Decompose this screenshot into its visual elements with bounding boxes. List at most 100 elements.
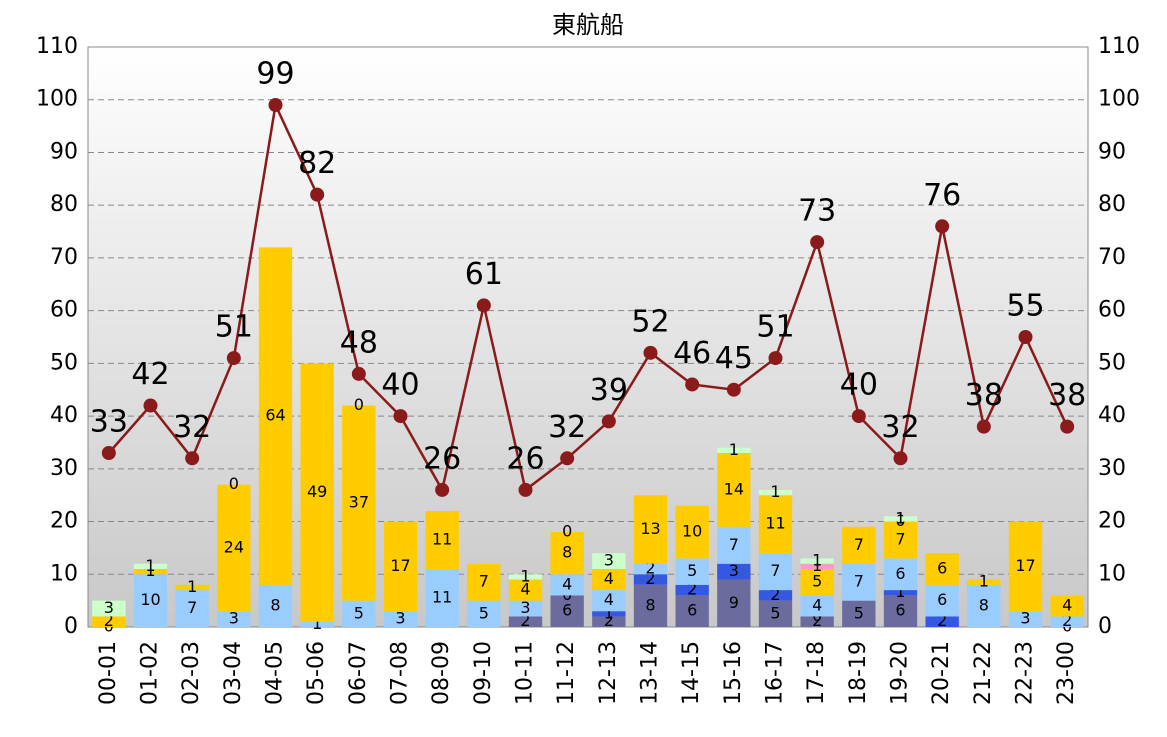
bar-value-label: 6 xyxy=(895,564,905,583)
line-value-label: 38 xyxy=(1048,378,1086,413)
y-tick-label: 70 xyxy=(50,245,78,270)
x-tick-label: 17-18 xyxy=(804,641,829,705)
bar-value-label: 7 xyxy=(187,598,197,617)
bar-value-label: 1 xyxy=(145,556,155,575)
line-point xyxy=(768,351,783,366)
bar-segment xyxy=(925,616,959,627)
line-point xyxy=(226,351,241,366)
bar-segment xyxy=(883,516,918,522)
line-point xyxy=(393,409,408,424)
bar-value-label: 4 xyxy=(562,574,572,593)
bar-segment xyxy=(550,574,584,596)
y2-tick-label: 20 xyxy=(1098,509,1126,534)
bar-segment xyxy=(467,600,501,627)
bar-segment xyxy=(633,584,668,627)
y2-tick-label: 0 xyxy=(1098,614,1112,639)
bar-segment xyxy=(800,558,834,564)
line-point xyxy=(351,366,366,381)
bar-value-label: 6 xyxy=(937,559,947,578)
line-value-label: 61 xyxy=(465,257,503,292)
line-value-label: 73 xyxy=(798,194,836,229)
bar-segment xyxy=(800,595,834,617)
bar-value-label: 24 xyxy=(224,537,244,556)
line-value-label: 32 xyxy=(881,410,919,445)
bar-segment xyxy=(92,616,126,627)
bar-value-label: 6 xyxy=(687,601,697,620)
x-tick-label: 19-20 xyxy=(888,641,913,705)
bar-value-label: 7 xyxy=(729,535,739,554)
x-tick-label: 03-04 xyxy=(221,641,246,705)
line-point xyxy=(1060,419,1075,434)
bar-segment xyxy=(675,584,709,596)
bar-value-label: 9 xyxy=(729,593,739,612)
bar-value-label: 11 xyxy=(432,588,452,607)
bar-value-label: 4 xyxy=(604,590,614,609)
bar-segment xyxy=(550,595,584,627)
bar-value-label: 11 xyxy=(432,530,452,549)
line-point xyxy=(685,377,700,392)
line-value-label: 45 xyxy=(715,341,753,376)
bar-value-label: 2 xyxy=(645,569,655,588)
bar-segment xyxy=(92,600,126,617)
x-tick-label: 10-11 xyxy=(513,641,538,705)
bar-value-label: 2 xyxy=(1062,611,1072,630)
bar-segment xyxy=(758,590,793,601)
bar-segment xyxy=(258,584,293,627)
bar-segment xyxy=(675,505,709,559)
x-tick-label: 21-22 xyxy=(971,641,996,705)
y-tick-label: 0 xyxy=(64,614,78,639)
bar-segment xyxy=(967,579,1001,585)
line-value-label: 51 xyxy=(756,310,794,345)
bar-value-label: 37 xyxy=(349,493,369,512)
bar-value-label: 7 xyxy=(895,530,905,549)
bar-segment xyxy=(967,584,1001,627)
bar-value-label: 14 xyxy=(724,479,744,498)
bar-value-label: 3 xyxy=(104,598,114,617)
bar-segment xyxy=(425,511,459,569)
bar-value-label: 2 xyxy=(520,611,530,630)
bar-segment xyxy=(675,558,709,585)
y2-tick-label: 100 xyxy=(1098,87,1140,112)
y-tick-label: 20 xyxy=(50,509,78,534)
line-point xyxy=(268,98,283,112)
bar-value-label: 8 xyxy=(979,595,989,614)
line-value-label: 99 xyxy=(256,57,294,92)
bar-value-label: 5 xyxy=(687,561,697,580)
y2-tick-label: 110 xyxy=(1098,34,1140,59)
bar-segment xyxy=(800,616,834,627)
x-tick-label: 14-15 xyxy=(679,641,704,705)
y2-tick-label: 50 xyxy=(1098,350,1126,375)
bar-segment xyxy=(758,600,793,627)
bar-segment xyxy=(592,569,626,591)
x-tick-label: 20-21 xyxy=(929,641,954,705)
bar-segment xyxy=(508,574,543,580)
line-value-label: 48 xyxy=(340,325,378,360)
bar-value-label: 1 xyxy=(979,572,989,591)
bar-value-label: 5 xyxy=(479,603,489,622)
x-tick-label: 05-06 xyxy=(304,641,329,705)
bar-value-label: 17 xyxy=(1015,556,1035,575)
bar-value-label: 1 xyxy=(520,566,530,585)
y2-tick-label: 40 xyxy=(1098,403,1126,428)
bar-value-label: 3 xyxy=(229,609,239,628)
bar-value-label: 17 xyxy=(390,556,410,575)
line-point xyxy=(851,409,866,424)
line-value-label: 52 xyxy=(631,304,669,339)
bar-value-label: 2 xyxy=(687,580,697,599)
y-tick-label: 30 xyxy=(50,456,78,481)
bar-value-label: 8 xyxy=(562,543,572,562)
bar-segment xyxy=(633,495,668,564)
y-tick-label: 10 xyxy=(50,561,78,586)
bar-value-label: 10 xyxy=(140,590,160,609)
bar-value-label: 1 xyxy=(312,614,322,633)
bar-segment xyxy=(467,563,501,601)
y-tick-label: 100 xyxy=(36,87,78,112)
line-point xyxy=(476,298,491,313)
x-tick-label: 00-01 xyxy=(96,641,121,705)
bar-value-label: 0 xyxy=(354,395,364,414)
line-value-label: 40 xyxy=(381,368,419,403)
x-tick-label: 11-12 xyxy=(554,641,579,705)
x-tick-label: 09-10 xyxy=(471,641,496,705)
line-point xyxy=(185,451,200,466)
bar-segment xyxy=(800,563,834,569)
